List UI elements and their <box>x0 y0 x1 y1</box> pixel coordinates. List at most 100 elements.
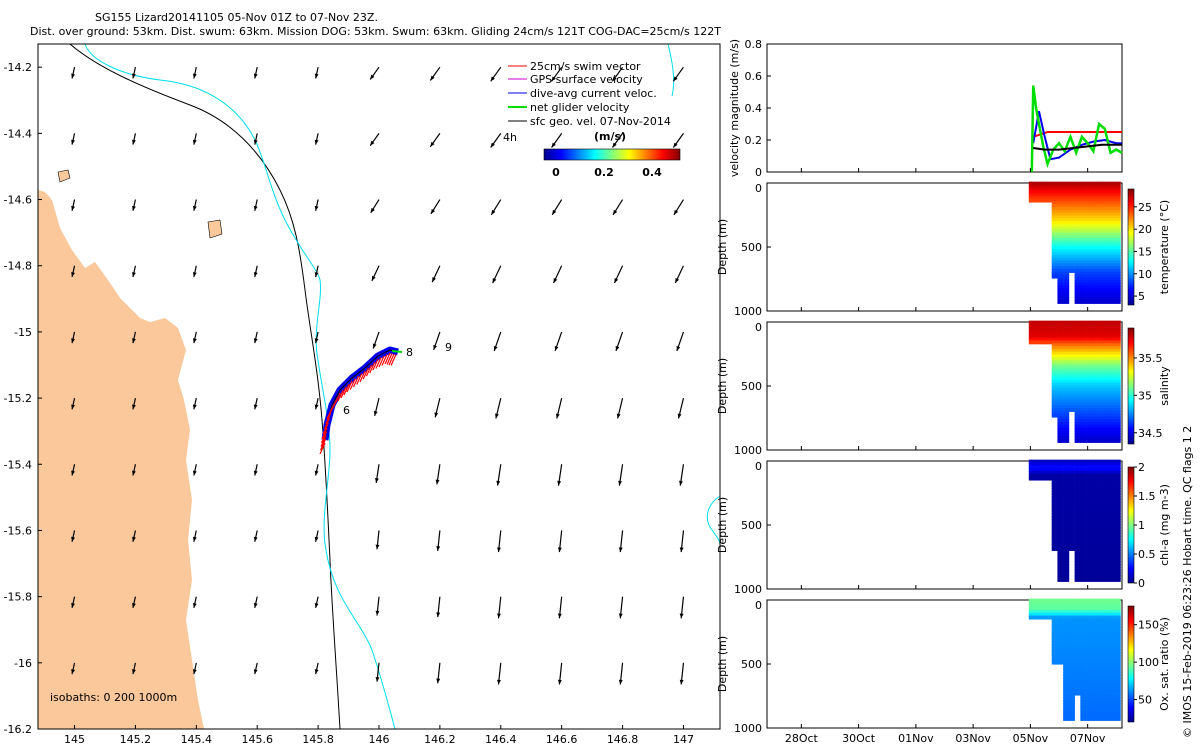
chl-a-sample <box>1097 462 1104 467</box>
chl-a-sample <box>1045 470 1052 475</box>
chl-a-sample <box>1091 569 1098 574</box>
temperature-sample <box>1063 229 1070 234</box>
temperature-sample <box>1086 218 1093 223</box>
salinity-sample <box>1114 365 1121 370</box>
oxygen-sample <box>1057 615 1064 620</box>
temperature-sample <box>1080 198 1087 203</box>
chl-a-sample <box>1057 538 1064 543</box>
oxygen-sample <box>1091 660 1098 665</box>
salinity-sample <box>1057 436 1064 441</box>
surface-vector <box>253 133 258 145</box>
temperature-sample <box>1057 201 1064 206</box>
oxygen-sample <box>1114 666 1121 671</box>
oxygen-cb-tick-label: 100 <box>1138 656 1159 669</box>
salinity-sample <box>1091 413 1098 418</box>
oxygen-sample <box>1108 688 1115 693</box>
time-x-tick-label: 05Nov <box>1013 732 1049 745</box>
chl-a-sample <box>1103 524 1110 529</box>
temperature-sample <box>1103 209 1110 214</box>
chl-a-sample <box>1063 468 1070 473</box>
oxygen-sample <box>1097 626 1104 631</box>
chl-a-sample <box>1057 504 1064 509</box>
salinity-sample <box>1091 422 1098 427</box>
salinity-sample <box>1068 360 1075 365</box>
oxygen-sample <box>1080 702 1087 707</box>
temperature-sample <box>1074 181 1081 186</box>
temperature-sample <box>1103 252 1110 257</box>
temperature-sample <box>1097 291 1104 296</box>
chl-a-sample <box>1068 538 1075 543</box>
oxygen-sample <box>1051 646 1058 651</box>
chl-a-sample <box>1103 555 1110 560</box>
track-label-8: 8 <box>406 346 413 359</box>
salinity-sample <box>1103 413 1110 418</box>
oxygen-sample <box>1051 598 1058 603</box>
salinity-sample <box>1114 357 1121 362</box>
chl-a-sample <box>1103 482 1110 487</box>
oxygen-sample <box>1057 632 1064 637</box>
map-y-tick-label: -15.6 <box>4 524 32 537</box>
oxygen-sample <box>1080 711 1087 716</box>
map-panel: 145 145.2 145.4 145.6 145.8 146 146.2 146.4 146.… <box>4 43 721 746</box>
chl-a-sample <box>1091 473 1098 478</box>
chl-a-sample <box>1057 479 1064 484</box>
surface-vector <box>618 662 624 685</box>
temperature-sample <box>1103 277 1110 282</box>
temperature-sample <box>1080 266 1087 271</box>
temperature-sample <box>1074 285 1081 290</box>
chl-a-sample <box>1114 538 1121 543</box>
chl-a-sample <box>1086 465 1093 470</box>
temperature-sample <box>1063 243 1070 248</box>
temperature-sample <box>1051 223 1058 228</box>
salinity-sample <box>1086 433 1093 438</box>
temperature-sample <box>1103 204 1110 209</box>
chl-a-sample <box>1051 484 1058 489</box>
salinity-sample <box>1045 331 1052 336</box>
oxygen-sample <box>1086 623 1093 628</box>
chl-a-sample <box>1057 459 1064 464</box>
temperature-sample <box>1057 195 1064 200</box>
chl-a-sample <box>1108 555 1115 560</box>
oxygen-sample <box>1034 612 1041 617</box>
temperature-sample <box>1057 285 1064 290</box>
chl-a-sample <box>1074 513 1081 518</box>
chl-a-sample <box>1028 470 1035 475</box>
temperature-sample <box>1057 243 1064 248</box>
chl-a-sample <box>1103 549 1110 554</box>
temperature-sample <box>1103 221 1110 226</box>
temperature-sample <box>1114 266 1121 271</box>
chl-a-sample <box>1114 482 1121 487</box>
chl-a-sample <box>1074 577 1081 582</box>
oxygen-sample <box>1114 657 1121 662</box>
map-legend: 25cm/s swim vector GPS surface velocity … <box>508 60 681 179</box>
salinity-sample <box>1097 374 1104 379</box>
salinity-sample <box>1080 331 1087 336</box>
oxygen-sample <box>1080 635 1087 640</box>
surface-vector <box>192 596 197 609</box>
temperature-sample <box>1068 218 1075 223</box>
chl-a-sample <box>1057 507 1064 512</box>
salinity-sample <box>1051 371 1058 376</box>
chl-a-sample <box>1074 558 1081 563</box>
temperature-sample <box>1114 285 1121 290</box>
temperature-sample <box>1103 206 1110 211</box>
chl-a-sample <box>1097 482 1104 487</box>
chl-a-sample <box>1074 470 1081 475</box>
salinity-sample <box>1063 438 1070 443</box>
temperature-sample <box>1086 235 1093 240</box>
temperature-sample <box>1068 232 1075 237</box>
oxygen-sample <box>1063 688 1070 693</box>
temperature-sample <box>1074 226 1081 231</box>
salinity-sample <box>1063 385 1070 390</box>
temperature-sample <box>1103 285 1110 290</box>
salinity-sample <box>1068 326 1075 331</box>
chl-a-sample <box>1114 501 1121 506</box>
chl-a-sample <box>1080 493 1087 498</box>
chl-a-sample <box>1114 468 1121 473</box>
oxygen-sample <box>1108 680 1115 685</box>
chl-a-sample <box>1114 530 1121 535</box>
swim-vector <box>320 435 327 447</box>
oxygen-sample <box>1086 660 1093 665</box>
oxygen-sample <box>1068 635 1075 640</box>
